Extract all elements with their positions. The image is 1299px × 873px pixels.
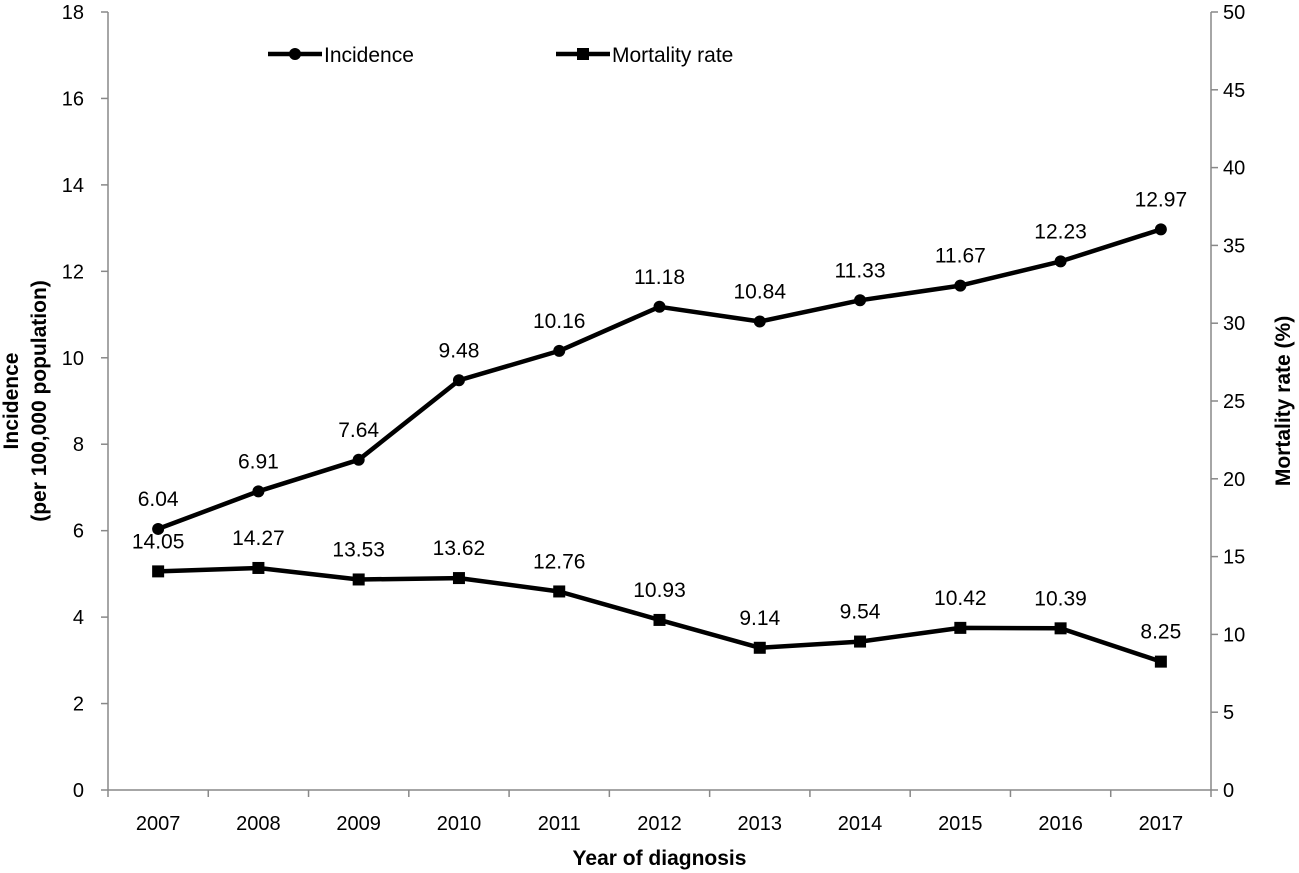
incidence-data-label: 10.84 xyxy=(733,280,786,303)
right-axis-title: Mortality rate (%) xyxy=(1272,316,1295,486)
right-tick-label: 25 xyxy=(1223,391,1245,413)
x-tick-label: 2008 xyxy=(236,813,281,835)
series-lines xyxy=(152,223,1167,668)
mortality-rate-data-label: 9.54 xyxy=(840,601,881,624)
mortality-rate-point xyxy=(954,621,967,634)
left-axis-title-line2: (per 100,000 population) xyxy=(28,280,51,522)
left-tick-label: 0 xyxy=(73,780,84,802)
mortality-rate-point xyxy=(653,613,666,626)
incidence-point xyxy=(452,374,465,387)
mortality-rate-point xyxy=(252,561,265,574)
mortality-rate-point xyxy=(1054,622,1067,635)
x-tick-label: 2007 xyxy=(136,813,181,835)
left-tick-label: 16 xyxy=(62,88,84,110)
left-tick-label: 14 xyxy=(62,175,84,197)
incidence-point xyxy=(854,294,867,307)
left-tick-label: 18 xyxy=(62,2,84,24)
mortality-rate-data-label: 14.05 xyxy=(132,530,185,553)
right-tick-label: 35 xyxy=(1223,235,1245,257)
incidence-data-label: 12.23 xyxy=(1034,220,1087,243)
right-tick-label: 5 xyxy=(1223,702,1234,724)
mortality-rate-point xyxy=(1154,655,1167,668)
mortality-rate-data-label: 8.25 xyxy=(1140,621,1181,644)
left-tick-label: 12 xyxy=(62,261,84,283)
left-tick-label: 10 xyxy=(62,348,84,370)
x-tick-label: 2013 xyxy=(738,813,783,835)
axis-titles: Year of diagnosis Incidence (per 100,000 p… xyxy=(0,280,1295,870)
incidence-data-label: 11.67 xyxy=(935,245,986,268)
axes: 0 2 4 6 8 10 12 14 16 18 0 5 10 15 20 25 30 35 40 45 50 2007 2… xyxy=(62,2,1246,835)
incidence-point xyxy=(553,344,566,357)
incidence-point xyxy=(954,279,967,292)
mortality-rate-data-label: 12.76 xyxy=(533,550,586,573)
data-labels: 6.04 6.91 7.64 9.48 10.16 11.18 10.84 11.33 11.6… xyxy=(132,188,1187,643)
x-tick-label: 2009 xyxy=(336,813,381,835)
mortality-rate-data-label: 10.42 xyxy=(934,587,987,610)
incidence-data-label: 11.18 xyxy=(634,266,685,289)
mortality-rate-data-label: 10.39 xyxy=(1034,587,1087,610)
incidence-point xyxy=(152,522,165,535)
incidence-data-label: 7.64 xyxy=(338,419,379,442)
x-tick-label: 2010 xyxy=(437,813,482,835)
x-tick-label: 2016 xyxy=(1038,813,1083,835)
left-tick-label: 4 xyxy=(73,607,84,629)
x-tick-label: 2017 xyxy=(1139,813,1184,835)
incidence-point xyxy=(653,300,666,313)
x-tick-label: 2014 xyxy=(838,813,883,835)
incidence-point xyxy=(252,485,265,498)
x-tick-label: 2015 xyxy=(938,813,983,835)
mortality-rate-point xyxy=(452,572,465,585)
right-tick-label: 20 xyxy=(1223,469,1245,491)
right-tick-label: 30 xyxy=(1223,313,1245,335)
mortality-rate-point xyxy=(152,565,165,578)
incidence-data-label: 6.91 xyxy=(238,450,279,473)
mortality-rate-point xyxy=(753,641,766,654)
incidence-point xyxy=(753,315,766,328)
left-tick-label: 2 xyxy=(73,694,84,716)
right-tick-label: 0 xyxy=(1223,780,1234,802)
legend-incidence-label: Incidence xyxy=(324,44,414,67)
left-axis-title: Incidence (per 100,000 population) xyxy=(0,280,51,522)
mortality-rate-data-label: 13.62 xyxy=(433,537,486,560)
left-tick-label: 8 xyxy=(73,434,84,456)
right-tick-label: 40 xyxy=(1223,158,1245,180)
incidence-data-label: 10.16 xyxy=(533,310,586,333)
incidence-data-label: 11.33 xyxy=(835,259,886,282)
x-tick-label: 2011 xyxy=(538,813,581,835)
right-tick-label: 45 xyxy=(1223,80,1245,102)
mortality-rate-point xyxy=(352,573,365,586)
incidence-data-label: 6.04 xyxy=(138,488,179,511)
left-tick-label: 6 xyxy=(73,521,84,543)
incidence-data-label: 12.97 xyxy=(1135,188,1188,211)
mortality-rate-data-label: 9.14 xyxy=(739,607,780,630)
left-axis-title-line1: Incidence xyxy=(0,353,23,450)
legend-incidence-marker xyxy=(289,48,301,60)
incidence-point xyxy=(1154,223,1167,236)
mortality-rate-data-label: 14.27 xyxy=(232,527,285,550)
mortality-rate-point xyxy=(553,585,566,598)
legend-mortality-rate-label: Mortality rate xyxy=(612,44,733,67)
right-tick-label: 50 xyxy=(1223,2,1245,24)
incidence-data-label: 9.48 xyxy=(439,339,480,362)
right-tick-label: 10 xyxy=(1223,624,1245,646)
mortality-rate-point xyxy=(854,635,867,648)
incidence-point xyxy=(1054,255,1067,268)
mortality-rate-data-label: 10.93 xyxy=(633,579,686,602)
incidence-point xyxy=(352,453,365,466)
legend: Incidence Mortality rate xyxy=(268,44,733,67)
right-tick-label: 15 xyxy=(1223,547,1245,569)
legend-mortality-rate-marker xyxy=(577,48,589,60)
x-axis-title: Year of diagnosis xyxy=(573,847,747,870)
x-tick-label: 2012 xyxy=(637,813,682,835)
mortality-rate-data-label: 13.53 xyxy=(332,538,385,561)
